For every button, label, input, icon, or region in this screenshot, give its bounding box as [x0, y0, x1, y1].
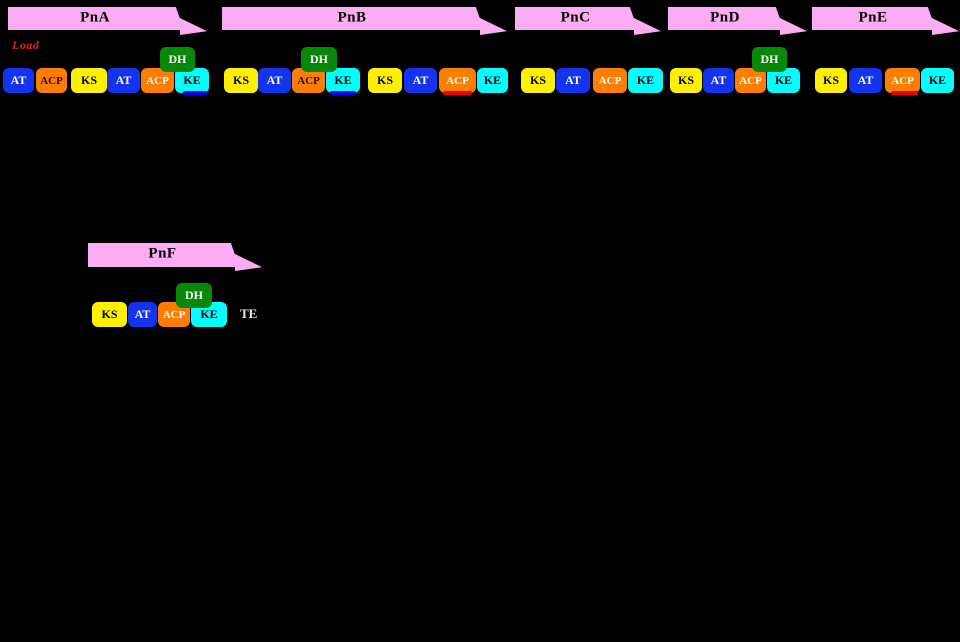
gene-body — [812, 7, 938, 30]
domain-acp: ACP — [881, 62, 920, 93]
marker-strip-blue — [330, 91, 356, 95]
domain-ke: KE — [624, 62, 663, 93]
gene-body — [515, 7, 640, 30]
gene-arrow-pna: PnA — [8, 0, 215, 36]
domain-ke: KE — [917, 62, 954, 93]
gene-arrow-pnd: PnD — [668, 0, 815, 36]
domain-dh: DH — [297, 41, 337, 72]
domain-ks: KS — [364, 62, 402, 93]
gene-body — [222, 7, 486, 30]
domain-ke: KE — [473, 62, 508, 93]
gene-body — [668, 7, 786, 30]
domain-at: AT — [699, 62, 734, 93]
domain-ks: KS — [811, 62, 847, 93]
marker-strip-red — [443, 91, 472, 95]
domain-at: AT — [254, 62, 291, 93]
gene-arrow-pne: PnE — [812, 0, 960, 36]
domain-ks: KS — [517, 62, 555, 93]
domain-ks: KS — [220, 62, 258, 93]
domain-dh: DH — [748, 41, 787, 72]
gene-label: PnC — [560, 9, 591, 26]
marker-strip-red — [891, 91, 918, 95]
domain-at: AT — [400, 62, 437, 93]
gene-label: PnB — [337, 9, 367, 26]
domain-dh: DH — [156, 41, 195, 72]
domain-dh: DH — [172, 277, 212, 308]
marker-strip-blue — [183, 91, 207, 95]
gene-arrow-pnf: PnF — [88, 235, 270, 272]
domain-te-label: TE — [240, 306, 258, 321]
domain-acp: ACP — [589, 62, 627, 93]
gene-arrow-pnb: PnB — [222, 0, 515, 36]
domain-acp: ACP — [32, 62, 67, 93]
domain-at: AT — [552, 62, 590, 93]
domain-ks: KS — [67, 62, 107, 93]
gene-body — [88, 243, 241, 267]
domain-acp: ACP — [435, 62, 476, 93]
domain-at: AT — [103, 62, 140, 93]
gene-arrow-pnc: PnC — [515, 0, 669, 36]
gene-label: PnD — [710, 9, 740, 26]
loading-module-label: Load — [12, 38, 40, 52]
domain-ks: KS — [88, 296, 127, 327]
gene-label: PnE — [858, 9, 888, 26]
gene-label: PnF — [148, 245, 177, 262]
domain-ks: KS — [666, 62, 702, 93]
domain-at: AT — [124, 296, 157, 327]
domain-at: AT — [0, 62, 34, 93]
domain-at: AT — [845, 62, 882, 93]
gene-body — [8, 7, 186, 30]
gene-label: PnA — [80, 9, 110, 26]
